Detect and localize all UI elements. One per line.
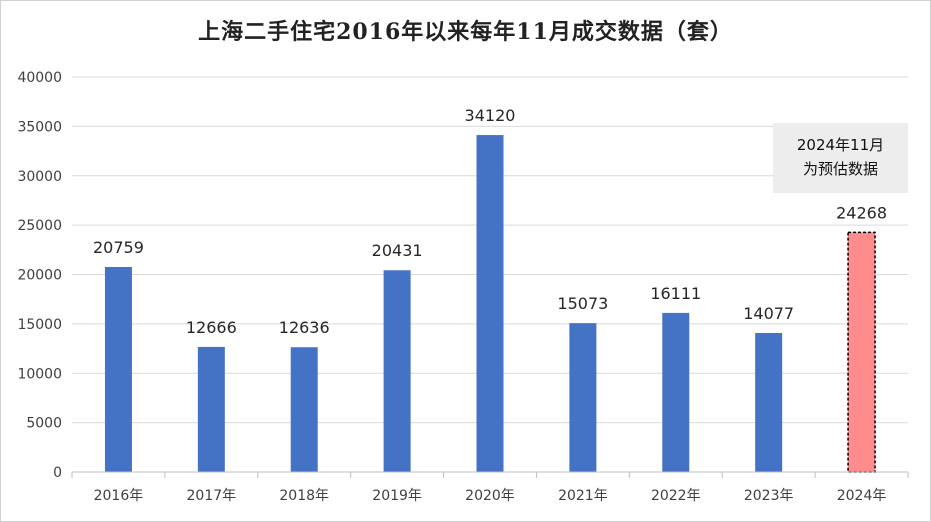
data-label: 15073 — [557, 294, 608, 313]
y-axis: 0 5000 10000 15000 20000 25000 30000 35000 40000 — [17, 70, 62, 481]
data-label: 12636 — [279, 318, 330, 337]
x-tick-label: 2022年 — [651, 488, 701, 504]
bar — [569, 323, 597, 472]
data-label: 14077 — [743, 304, 794, 323]
y-tick-label: 35000 — [17, 119, 62, 135]
estimate-note: 2024年11月 为预估数据 — [773, 123, 908, 193]
y-tick-label: 15000 — [17, 317, 62, 333]
bars — [104, 135, 876, 473]
bar — [383, 270, 411, 472]
data-label: 34120 — [465, 106, 516, 125]
bar — [104, 267, 132, 472]
bar — [476, 135, 504, 472]
data-label: 12666 — [186, 318, 237, 337]
x-tick-label: 2020年 — [465, 488, 515, 504]
x-tick-label: 2021年 — [558, 488, 608, 504]
estimate-note-line1: 2024年11月 — [796, 136, 885, 154]
x-tick-label: 2018年 — [279, 488, 329, 504]
y-tick-label: 30000 — [17, 169, 62, 185]
x-tick-label: 2017年 — [187, 488, 237, 504]
y-tick-label: 10000 — [17, 366, 62, 382]
y-tick-label: 5000 — [26, 416, 62, 432]
bar — [662, 312, 690, 472]
y-tick-label: 40000 — [17, 70, 62, 86]
bar — [197, 346, 225, 472]
x-tick-label: 2023年 — [744, 488, 794, 504]
data-label: 20759 — [93, 238, 144, 257]
data-label: 16111 — [650, 284, 701, 303]
data-labels: 20759 12666 12636 20431 34120 15073 16111 14077… — [93, 106, 887, 337]
data-label: 20431 — [372, 241, 423, 260]
y-tick-label: 0 — [53, 465, 62, 481]
data-label: 24268 — [836, 203, 887, 222]
y-tick-label: 20000 — [17, 268, 62, 284]
bar-estimate — [847, 231, 876, 473]
x-axis: 2016年 2017年 2018年 2019年 2020年 2021年 2022年 2023年… — [71, 471, 909, 504]
chart-title: 上海二手住宅2016年以来每年11月成交数据（套） — [198, 19, 733, 45]
x-tick-label: 2024年 — [837, 488, 887, 504]
x-tick-label: 2016年 — [94, 488, 144, 504]
x-tick-label: 2019年 — [372, 488, 422, 504]
bar — [290, 347, 318, 472]
bar — [755, 332, 783, 472]
estimate-note-line2: 为预估数据 — [802, 160, 878, 178]
y-tick-label: 25000 — [17, 218, 62, 234]
